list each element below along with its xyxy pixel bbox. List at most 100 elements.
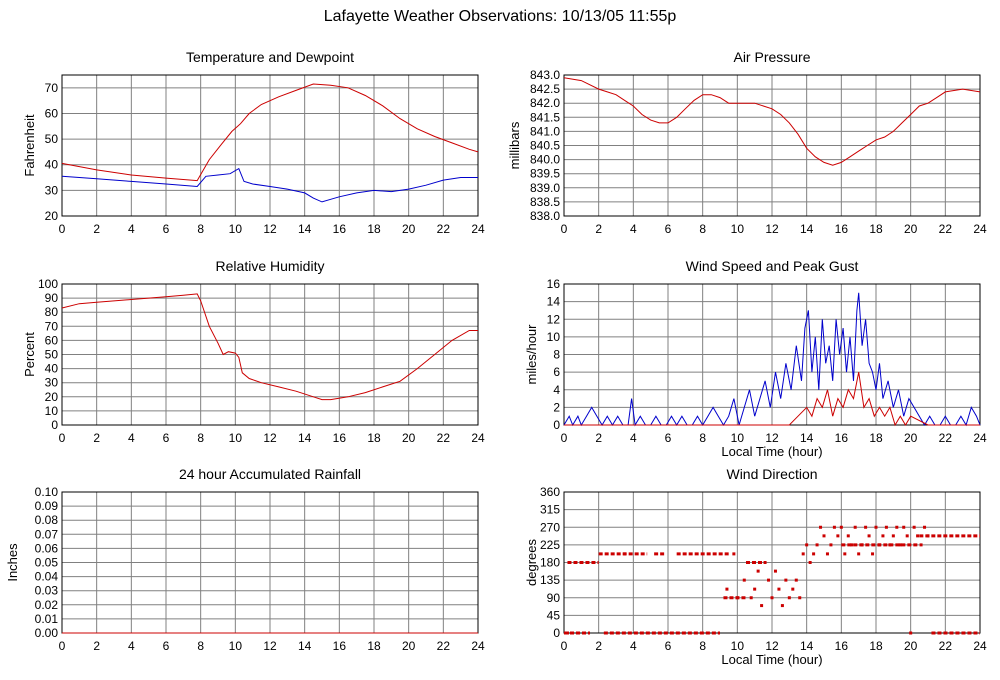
- chart-title: Air Pressure: [733, 49, 810, 65]
- y-tick-label: 225: [540, 538, 560, 552]
- y-axis-label: Inches: [5, 543, 20, 582]
- y-tick-label: 60: [45, 333, 59, 347]
- y-tick-label: 60: [45, 106, 59, 120]
- y-tick-label: 10: [45, 404, 59, 418]
- y-tick-label: 135: [540, 573, 560, 587]
- direction-point: [839, 525, 843, 529]
- x-tick-label: 12: [263, 222, 277, 236]
- x-tick-label: 22: [437, 639, 451, 653]
- x-tick-label: 14: [800, 431, 814, 445]
- direction-point: [770, 596, 774, 600]
- x-tick-label: 14: [298, 222, 312, 236]
- y-tick-label: 840.0: [530, 153, 560, 167]
- x-tick-label: 4: [128, 639, 135, 653]
- y-tick-label: 838.0: [530, 209, 560, 223]
- direction-point: [871, 552, 875, 556]
- y-tick-label: 0: [553, 418, 560, 432]
- y-tick-label: 840.5: [530, 139, 560, 153]
- chart-title: Temperature and Dewpoint: [186, 49, 354, 65]
- y-tick-label: 80: [45, 305, 59, 319]
- y-axis-label: degrees: [524, 539, 539, 586]
- plot-frame: [563, 74, 981, 217]
- y-tick-label: 10: [547, 330, 561, 344]
- series-line-1: [61, 167, 478, 203]
- direction-point: [926, 534, 930, 538]
- direction-point: [565, 631, 569, 635]
- series-line-0: [61, 83, 479, 182]
- x-tick-label: 22: [939, 639, 953, 653]
- direction-point: [860, 543, 864, 547]
- y-tick-label: 16: [547, 277, 561, 291]
- direction-point: [812, 552, 816, 556]
- direction-point: [853, 525, 857, 529]
- x-tick-label: 12: [765, 222, 779, 236]
- direction-point: [794, 578, 798, 582]
- y-axis-label: Fahrenheit: [22, 114, 37, 177]
- direction-point: [895, 525, 899, 529]
- x-tick-label: 2: [595, 431, 602, 445]
- y-axis-label: millibars: [507, 121, 522, 169]
- y-tick-label: 50: [45, 132, 59, 146]
- direction-point: [749, 596, 753, 600]
- x-tick-label: 24: [973, 222, 987, 236]
- y-tick-label: 12: [547, 312, 561, 326]
- y-tick-label: 842.0: [530, 96, 560, 110]
- direction-point: [777, 587, 781, 591]
- x-tick-label: 0: [561, 639, 568, 653]
- y-tick-label: 839.0: [530, 181, 560, 195]
- x-tick-label: 12: [765, 639, 779, 653]
- x-tick-label: 4: [630, 431, 637, 445]
- x-tick-label: 16: [333, 431, 347, 445]
- y-tick-label: 30: [45, 183, 59, 197]
- y-tick-label: 100: [38, 277, 58, 291]
- x-tick-label: 20: [402, 431, 416, 445]
- y-tick-label: 40: [45, 158, 59, 172]
- x-tick-label: 10: [731, 431, 745, 445]
- chart-title: 24 hour Accumulated Rainfall: [179, 466, 361, 482]
- x-tick-label: 8: [197, 431, 204, 445]
- x-tick-label: 10: [229, 639, 243, 653]
- y-tick-label: 20: [45, 209, 59, 223]
- x-axis-label: Local Time (hour): [721, 444, 822, 459]
- x-tick-label: 10: [731, 222, 745, 236]
- direction-point: [909, 631, 913, 635]
- direction-point: [725, 587, 729, 591]
- direction-point: [760, 604, 764, 608]
- x-tick-label: 4: [630, 222, 637, 236]
- x-tick-label: 0: [59, 222, 66, 236]
- x-tick-label: 24: [973, 639, 987, 653]
- x-tick-label: 18: [869, 431, 883, 445]
- x-tick-label: 8: [197, 222, 204, 236]
- direction-point: [829, 543, 833, 547]
- x-tick-label: 12: [263, 431, 277, 445]
- x-tick-label: 18: [869, 639, 883, 653]
- series-line-1: [564, 372, 980, 427]
- y-axis-label: miles/hour: [524, 324, 539, 385]
- x-tick-label: 20: [904, 222, 918, 236]
- series-line-0: [61, 293, 478, 401]
- x-tick-label: 24: [973, 431, 987, 445]
- x-tick-label: 6: [163, 639, 170, 653]
- y-tick-label: 20: [45, 390, 59, 404]
- direction-point: [784, 578, 788, 582]
- direction-point: [902, 525, 906, 529]
- y-tick-label: 360: [540, 485, 560, 499]
- y-tick-label: 0.04: [35, 570, 59, 584]
- direction-point: [753, 587, 757, 591]
- x-tick-label: 6: [665, 639, 672, 653]
- chart-title: Wind Direction: [726, 466, 817, 482]
- x-tick-label: 18: [869, 222, 883, 236]
- y-tick-label: 0.07: [35, 527, 59, 541]
- x-tick-label: 10: [229, 431, 243, 445]
- x-tick-label: 6: [665, 222, 672, 236]
- x-tick-label: 16: [333, 639, 347, 653]
- plot-frame: [61, 74, 479, 217]
- y-tick-label: 839.5: [530, 167, 560, 181]
- direction-point: [846, 534, 850, 538]
- y-tick-label: 6: [553, 365, 560, 379]
